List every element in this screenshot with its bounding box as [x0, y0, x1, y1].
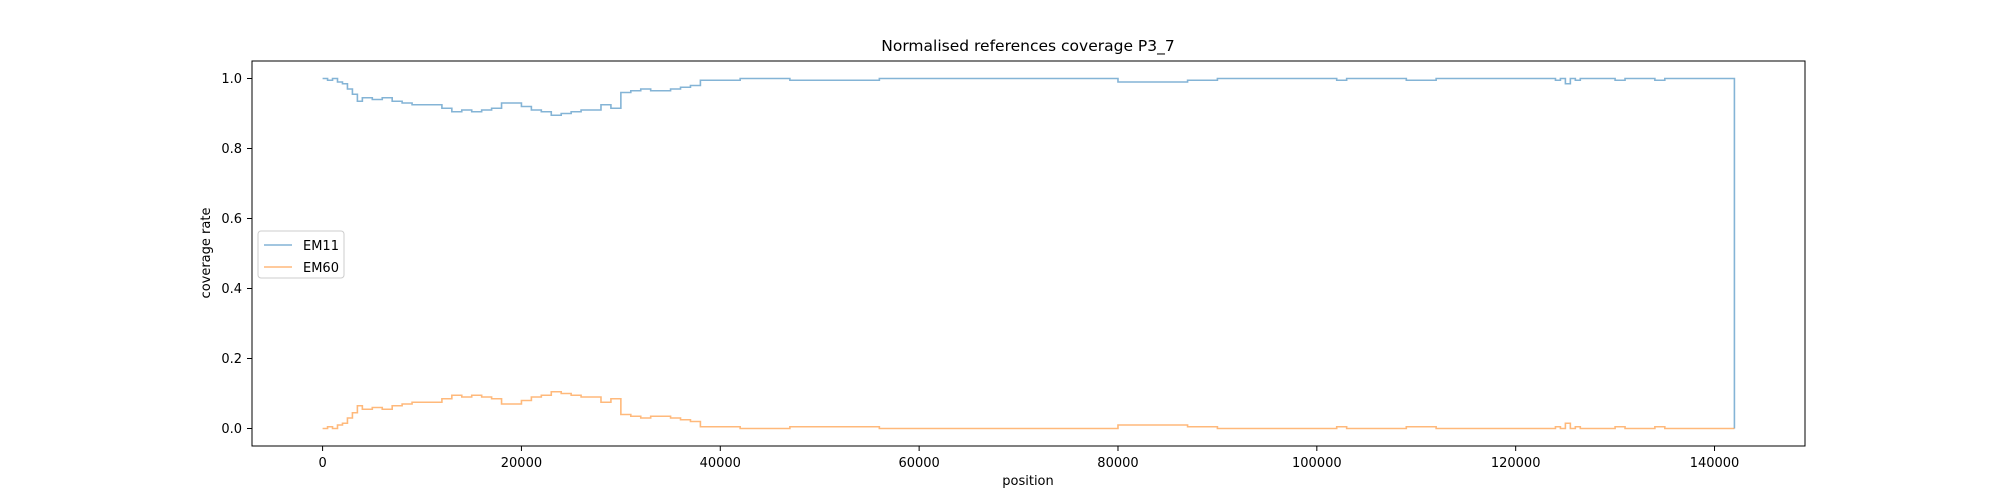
y-axis: 0.0 0.2 0.4 0.6 0.8 1.0 — [221, 72, 252, 437]
legend-label-em11: EM11 — [303, 239, 339, 254]
y-tick-label: 1.0 — [221, 72, 242, 87]
series-layer — [322, 77, 1736, 430]
chart-title: Normalised references coverage P3_7 — [881, 37, 1175, 56]
series-line-em11 — [322, 77, 1736, 429]
x-tick-label: 120000 — [1491, 456, 1541, 471]
y-tick-label: 0.0 — [221, 422, 242, 437]
x-tick-label: 60000 — [898, 456, 939, 471]
y-axis-label: coverage rate — [199, 208, 214, 299]
x-axis: 0 20000 40000 60000 80000 100000 120000 140000 — [318, 446, 1739, 471]
series-line-em60 — [322, 390, 1735, 430]
y-tick-label: 0.2 — [221, 352, 242, 367]
x-tick-label: 40000 — [700, 456, 741, 471]
legend: EM11 EM60 — [257, 230, 345, 279]
x-tick-label: 0 — [318, 456, 326, 471]
axes-frame — [251, 60, 1806, 447]
x-axis-label: position — [1002, 474, 1054, 489]
y-tick-label: 0.6 — [221, 212, 242, 227]
y-tick-label: 0.8 — [221, 142, 242, 157]
legend-label-em60: EM60 — [303, 261, 339, 276]
x-tick-label: 20000 — [501, 456, 542, 471]
x-tick-label: 140000 — [1690, 456, 1740, 471]
x-tick-label: 100000 — [1292, 456, 1342, 471]
plot-area — [251, 60, 1806, 447]
y-tick-label: 0.4 — [221, 282, 242, 297]
x-tick-label: 80000 — [1097, 456, 1138, 471]
